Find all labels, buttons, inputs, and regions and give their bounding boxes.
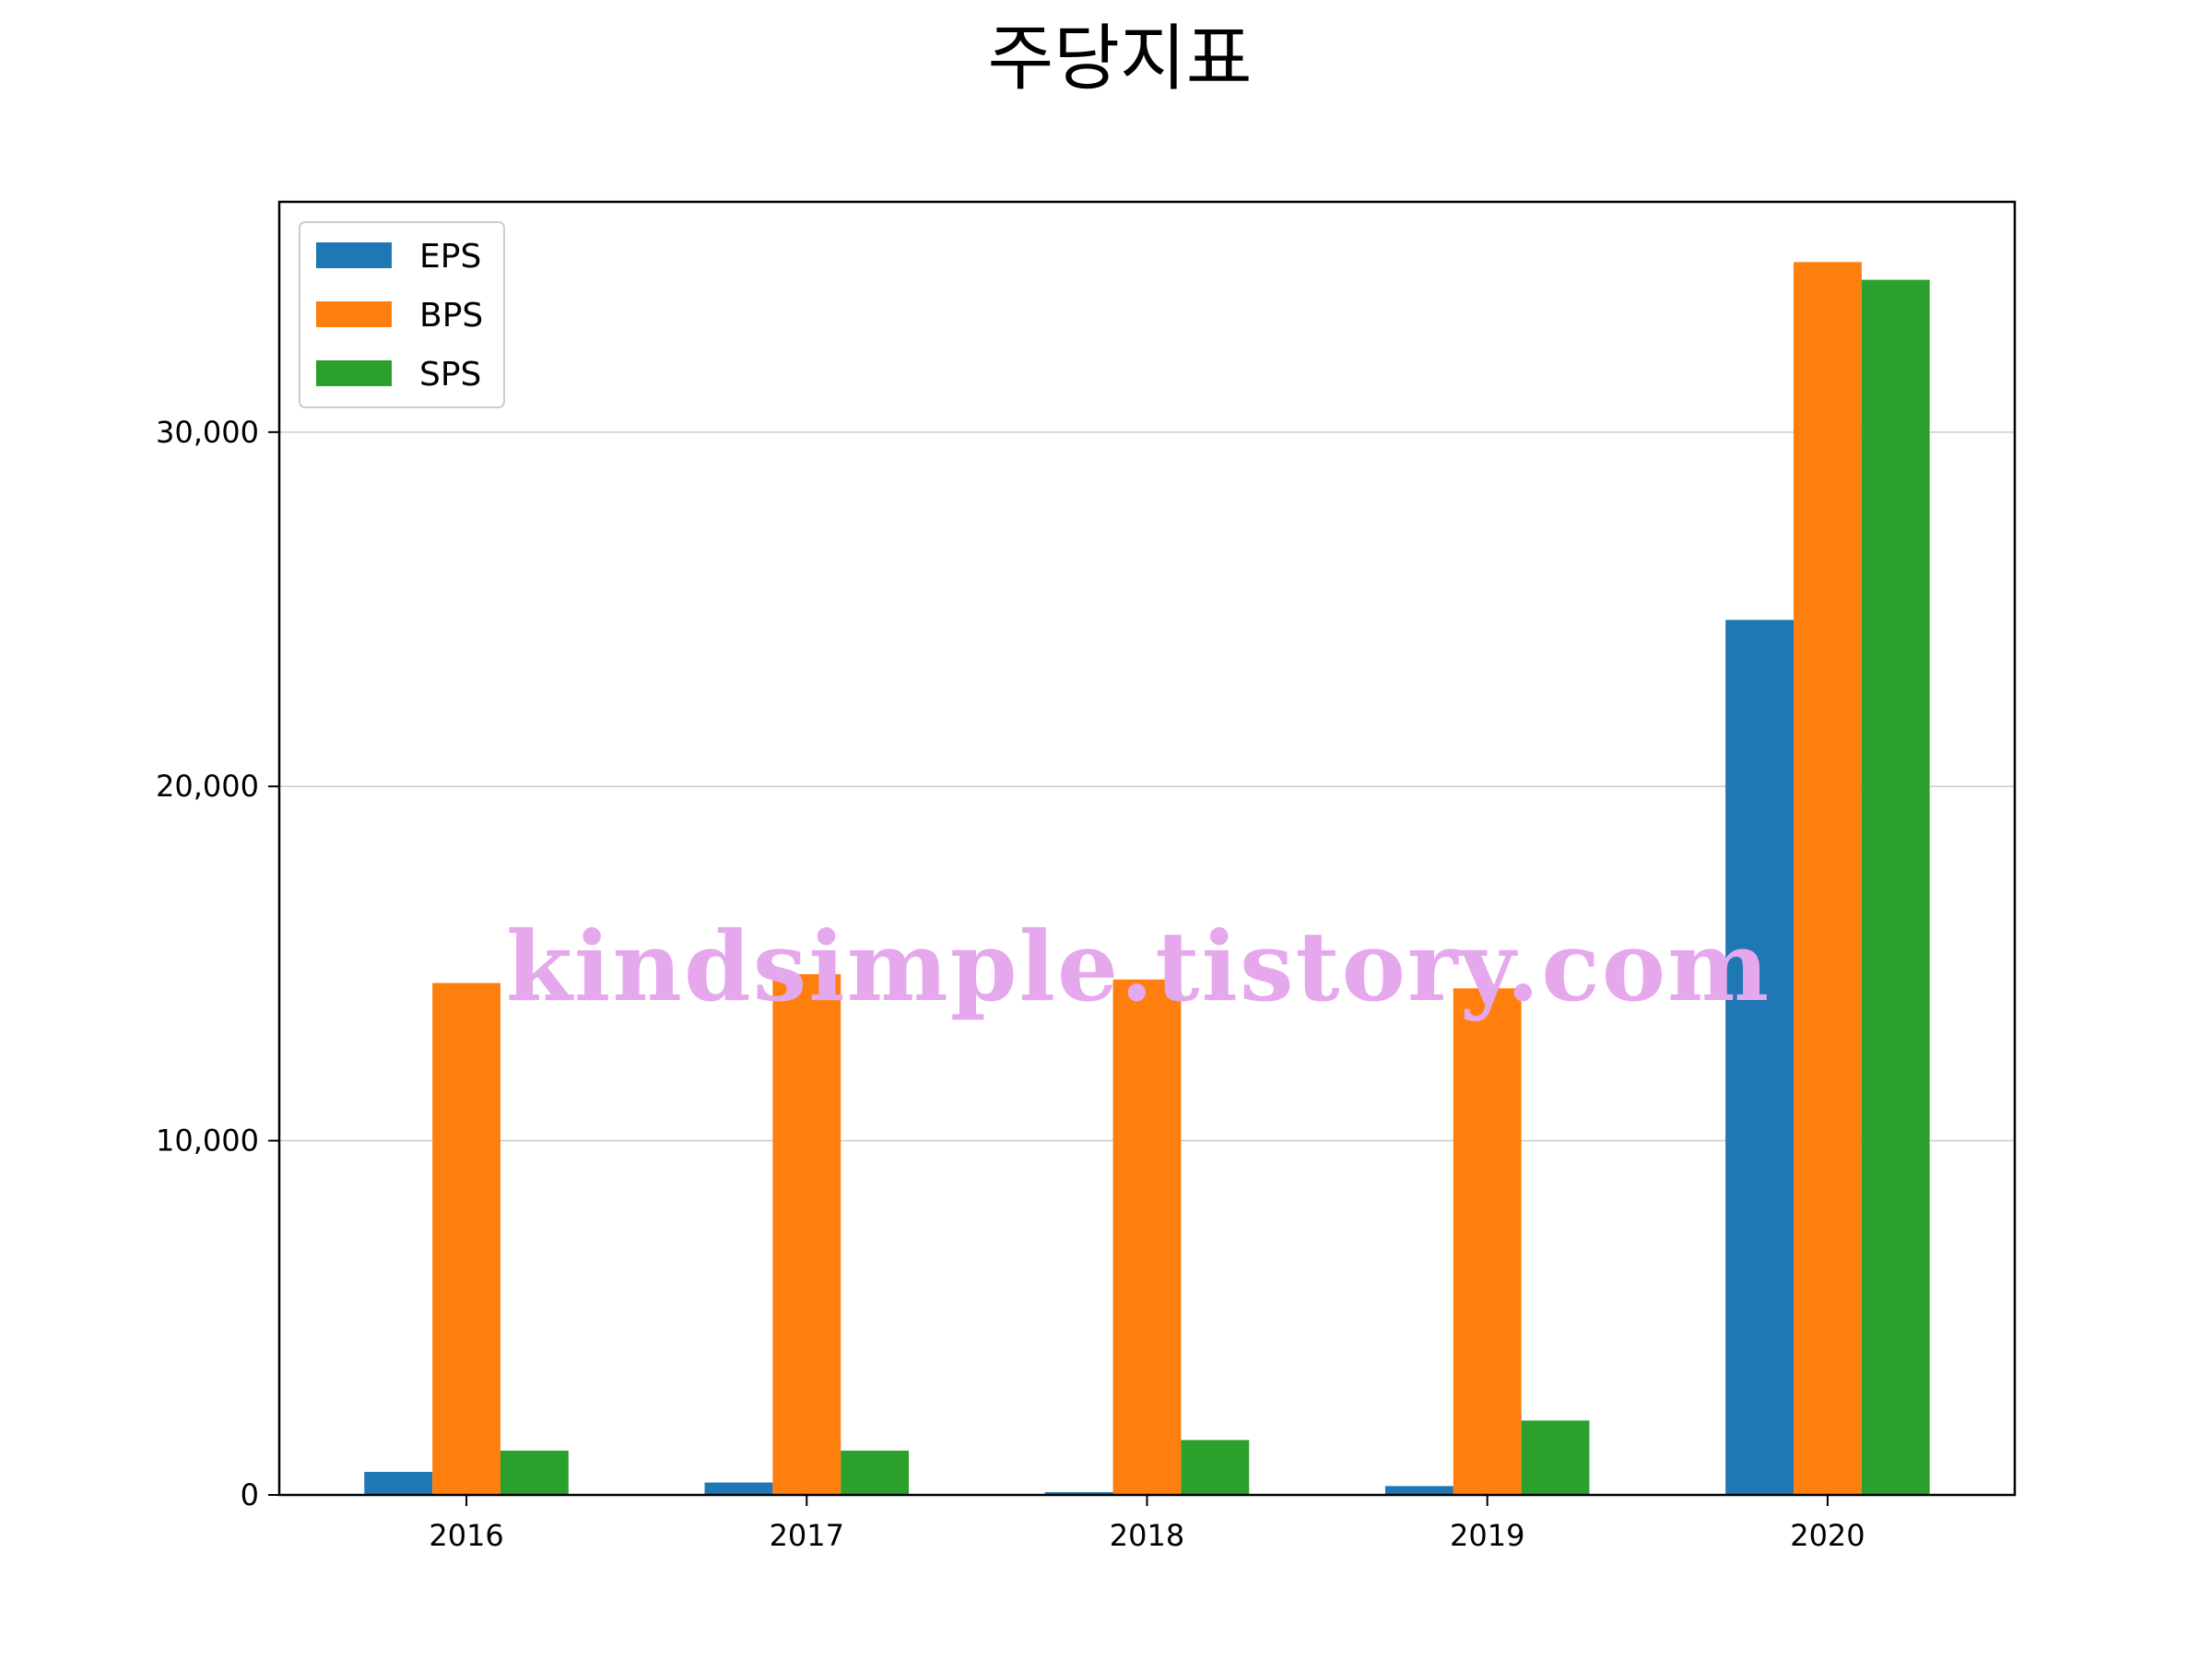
bar-bps-2018 xyxy=(1112,979,1182,1495)
bar-sps-2017 xyxy=(841,1450,910,1495)
bar-sps-2016 xyxy=(500,1450,569,1495)
bar-sps-2019 xyxy=(1521,1420,1590,1495)
bar-eps-2019 xyxy=(1384,1486,1453,1495)
bar-eps-2017 xyxy=(704,1482,773,1495)
bar-sps-2018 xyxy=(1181,1440,1250,1495)
bars xyxy=(364,262,1930,1495)
bar-eps-2018 xyxy=(1044,1491,1113,1495)
y-tick-label: 10,000 xyxy=(156,1124,259,1159)
legend-label-eps: EPS xyxy=(419,238,481,276)
axes: 0 10,000 20,000 30,000 2016 2017 2018 2019 2020 xyxy=(156,200,2017,1553)
bar-bps-2019 xyxy=(1453,988,1522,1495)
plot-frame xyxy=(277,200,2017,1497)
legend: EPS BPS SPS xyxy=(299,221,505,408)
x-tick-label: 2020 xyxy=(1790,1518,1865,1553)
legend-swatch-bps xyxy=(316,301,392,327)
bar-sps-2020 xyxy=(1861,279,1930,1495)
x-tick-label: 2019 xyxy=(1450,1518,1524,1553)
x-tick-label: 2016 xyxy=(429,1518,503,1553)
x-tick-label: 2018 xyxy=(1110,1518,1184,1553)
bar-eps-2016 xyxy=(364,1472,433,1495)
legend-swatch-sps xyxy=(316,360,392,386)
bar-bps-2016 xyxy=(432,982,500,1495)
y-tick-label: 0 xyxy=(241,1477,259,1512)
bar-bps-2017 xyxy=(772,973,841,1495)
legend-label-sps: SPS xyxy=(419,356,481,394)
legend-label-bps: BPS xyxy=(419,297,483,335)
watermark: kindsimple.tistory.com xyxy=(506,910,1771,1023)
legend-swatch-eps xyxy=(316,242,392,268)
y-tick-label: 30,000 xyxy=(156,415,259,450)
bar-bps-2020 xyxy=(1794,262,1862,1495)
chart-title: 주당지표 xyxy=(987,18,1252,100)
x-tick-label: 2017 xyxy=(770,1518,844,1553)
bar-eps-2020 xyxy=(1725,619,1794,1495)
y-tick-label: 20,000 xyxy=(156,769,259,804)
